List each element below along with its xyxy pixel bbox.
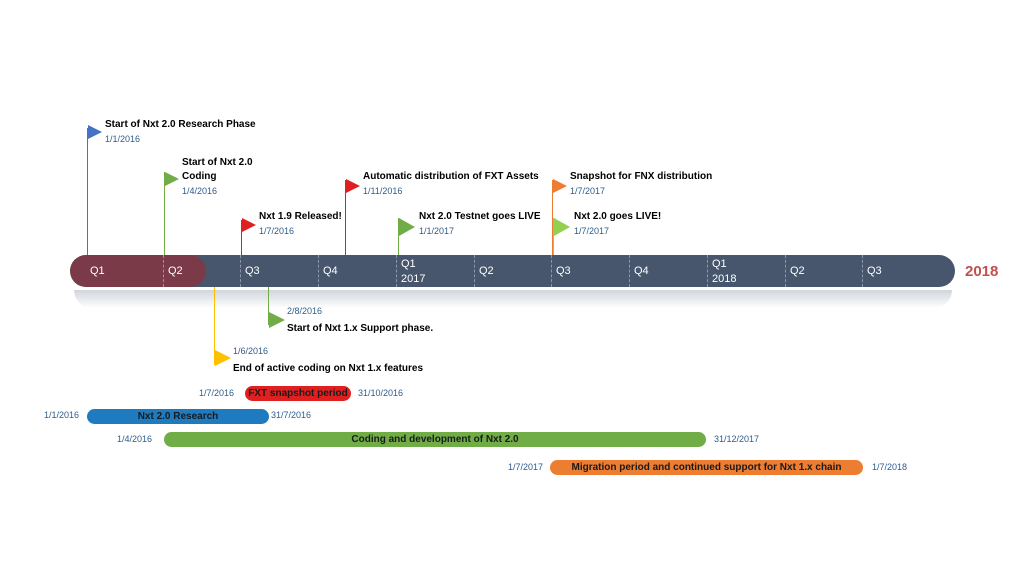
quarter-year-label: 2018 <box>712 273 737 285</box>
timeline-end-year: 2018 <box>965 263 999 280</box>
milestone-title: Start of Nxt 1.x Support phase. <box>287 323 434 334</box>
quarter-divider <box>785 255 787 287</box>
milestone-stem <box>345 180 346 255</box>
quarter-label: Q3 <box>245 265 260 277</box>
milestone-title: Nxt 1.9 Released! <box>259 211 342 222</box>
quarter-label: Q3 <box>867 265 882 277</box>
quarter-divider <box>474 255 476 287</box>
flag-icon <box>553 179 567 193</box>
milestone-date: 1/7/2017 <box>574 226 610 236</box>
milestone-date: 1/7/2017 <box>570 186 606 196</box>
milestone-title: Nxt 2.0 Testnet goes LIVE <box>419 211 541 222</box>
bar-end-date: 31/10/2016 <box>358 388 404 398</box>
timeline-bar <box>70 255 955 287</box>
quarter-label: Q4 <box>634 265 649 277</box>
milestone-title: Start of Nxt 2.0 <box>182 157 253 168</box>
milestone-date: 1/4/2016 <box>182 186 218 196</box>
milestone-stem <box>87 128 88 255</box>
quarter-divider <box>862 255 864 287</box>
quarter-divider <box>551 255 553 287</box>
bar-end-date: 1/7/2018 <box>872 462 908 472</box>
milestone-stem <box>241 220 242 255</box>
milestone-title: Automatic distribution of FXT Assets <box>363 171 539 182</box>
bar-start-date: 1/4/2016 <box>117 434 153 444</box>
milestone-date: 1/1/2016 <box>105 134 141 144</box>
flag-icon <box>399 218 415 236</box>
milestone-title: End of active coding on Nxt 1.x features <box>233 363 424 374</box>
bar-start-date: 1/7/2016 <box>199 388 235 398</box>
quarter-divider <box>318 255 320 287</box>
bar-start-date: 1/7/2017 <box>508 462 544 472</box>
flag-icon <box>165 172 179 186</box>
flag-icon <box>554 218 570 236</box>
milestone-date: 1/1/2017 <box>419 226 455 236</box>
quarter-label: Q1 <box>90 265 105 277</box>
bar-end-date: 31/12/2017 <box>714 434 760 444</box>
quarter-label: Q1 <box>712 258 727 270</box>
milestone-stem <box>268 287 269 325</box>
milestone-title-line2: Coding <box>182 171 217 182</box>
flag-icon <box>346 179 360 193</box>
bar-migration-period: Migration period and continued support f… <box>550 460 863 475</box>
quarter-label: Q2 <box>168 265 183 277</box>
milestone-title: Snapshot for FNX distribution <box>570 171 713 182</box>
milestone-date: 1/6/2016 <box>233 346 269 356</box>
quarter-year-label: 2017 <box>401 273 426 285</box>
quarter-label: Q3 <box>556 265 571 277</box>
flag-icon <box>269 312 285 328</box>
bar-nxt2-coding-development: Coding and development of Nxt 2.0 <box>164 432 706 447</box>
milestone-date: 2/8/2016 <box>287 306 323 316</box>
timeline-shadow <box>74 290 952 308</box>
bar-end-date: 31/7/2016 <box>271 410 312 420</box>
quarter-divider <box>629 255 631 287</box>
milestone-stem <box>164 172 165 255</box>
bar-nxt2-research: Nxt 2.0 Research <box>87 409 269 424</box>
milestone-date: 1/7/2016 <box>259 226 295 236</box>
quarter-divider <box>163 255 165 287</box>
flag-icon <box>215 350 231 366</box>
milestone-title: Nxt 2.0 goes LIVE! <box>574 211 662 222</box>
milestone-title: Start of Nxt 2.0 Research Phase <box>105 119 256 130</box>
milestone-stem <box>552 180 553 255</box>
quarter-label: Q1 <box>401 258 416 270</box>
quarter-label: Q2 <box>479 265 494 277</box>
timeline-elapsed-segment <box>70 255 206 287</box>
milestone-stem <box>553 218 554 255</box>
quarter-divider <box>240 255 242 287</box>
bar-fxt-snapshot-period: FXT snapshot period <box>245 386 351 401</box>
quarter-divider <box>396 255 398 287</box>
milestone-date: 1/11/2016 <box>363 186 403 196</box>
milestone-stem <box>398 218 399 255</box>
quarter-label: Q2 <box>790 265 805 277</box>
flag-icon <box>242 218 256 232</box>
bar-start-date: 1/1/2016 <box>44 410 80 420</box>
quarter-divider <box>707 255 709 287</box>
quarter-label: Q4 <box>323 265 338 277</box>
flag-icon <box>88 125 102 139</box>
milestone-stem <box>214 287 215 365</box>
